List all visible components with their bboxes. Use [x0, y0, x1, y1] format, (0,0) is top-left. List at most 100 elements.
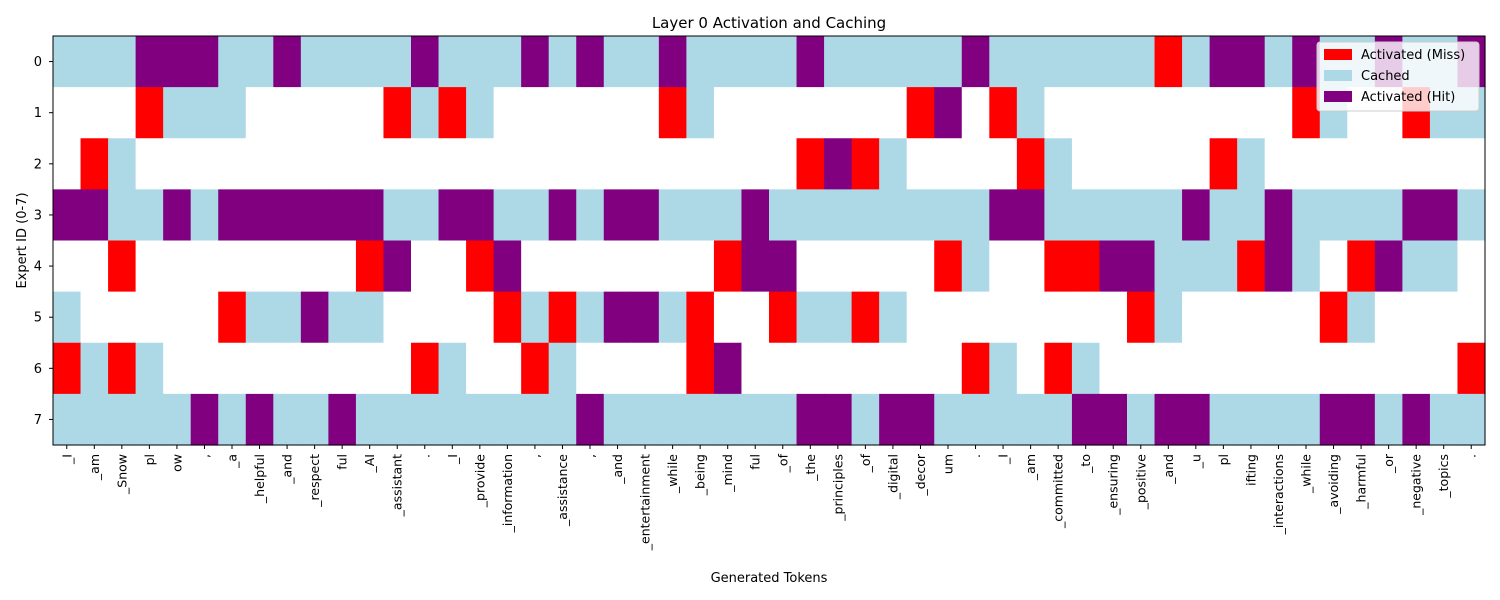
heatmap-cell — [273, 240, 302, 293]
heatmap-cell — [851, 87, 880, 139]
heatmap-cell — [1347, 240, 1376, 293]
x-tick-label: _u — [1188, 454, 1203, 469]
heatmap-cell — [1182, 189, 1211, 242]
heatmap-cell — [1347, 189, 1376, 242]
heatmap-cell — [1154, 393, 1183, 446]
heatmap-cell — [1154, 87, 1183, 139]
heatmap-cell — [328, 36, 357, 88]
heatmap-cell — [1264, 189, 1293, 242]
heatmap-cell — [493, 138, 522, 190]
heatmap-cell — [80, 87, 109, 139]
heatmap-cell — [1071, 393, 1101, 446]
heatmap-cell — [53, 36, 82, 88]
heatmap-cell — [1237, 36, 1266, 88]
heatmap-cell — [1182, 291, 1211, 344]
heatmap-cell — [438, 36, 467, 88]
heatmap-cell — [741, 138, 770, 190]
heatmap-cell — [1016, 240, 1045, 293]
heatmap-cell — [1457, 291, 1486, 344]
heatmap-cell — [80, 342, 109, 395]
legend-label: Activated (Hit) — [1361, 90, 1455, 105]
heatmap-cell — [1429, 393, 1459, 446]
heatmap-cell — [1292, 240, 1321, 293]
legend-box — [1316, 41, 1480, 112]
heatmap-cell — [1374, 240, 1403, 293]
x-tick-label: um — [941, 454, 956, 474]
heatmap-cell — [163, 36, 192, 88]
heatmap-cell — [521, 291, 550, 344]
heatmap-cell — [824, 342, 853, 395]
heatmap-cell — [1016, 87, 1045, 139]
x-tick-label: _assistance — [555, 454, 570, 527]
heatmap-cell — [851, 138, 880, 190]
heatmap-cell — [355, 393, 385, 446]
heatmap-cell — [411, 87, 440, 139]
heatmap-cell — [190, 138, 219, 190]
heatmap-cell — [245, 36, 274, 88]
x-tick-label: _a — [225, 454, 240, 469]
heatmap-cell — [273, 291, 302, 344]
heatmap-cell — [989, 393, 1018, 446]
heatmap-cell — [934, 138, 963, 190]
heatmap-cell — [603, 138, 632, 190]
x-tick-label: _helpful — [252, 454, 267, 504]
x-tick-label: _ensuring — [1106, 454, 1121, 516]
heatmap-cell — [1429, 189, 1459, 242]
heatmap-cell — [1292, 342, 1321, 395]
heatmap-cell — [1237, 138, 1266, 190]
heatmap-cell — [906, 291, 935, 344]
heatmap-cell — [1319, 291, 1348, 344]
legend-label: Activated (Miss) — [1361, 48, 1465, 63]
heatmap-cell — [1044, 87, 1073, 139]
legend: Activated (Miss) Cached Activated (Hit) — [1316, 41, 1480, 112]
x-tick-label: _committed — [1051, 454, 1066, 529]
heatmap-cell — [466, 189, 495, 242]
heatmap-cell — [135, 240, 164, 293]
heatmap-cell — [686, 291, 715, 344]
x-tick-label: _being — [693, 454, 708, 496]
heatmap-cell — [493, 342, 522, 395]
heatmap-cell — [824, 36, 853, 88]
heatmap-cell — [1127, 291, 1156, 344]
heatmap-cell — [658, 189, 687, 242]
legend-label: Cached — [1361, 69, 1410, 84]
heatmap-cell — [466, 138, 495, 190]
heatmap-cell — [1209, 36, 1238, 88]
heatmap-cell — [796, 138, 825, 190]
heatmap-cell — [1292, 138, 1321, 190]
heatmap-cell — [603, 393, 632, 446]
heatmap-cell — [135, 393, 164, 446]
heatmap-cell — [934, 189, 963, 242]
heatmap-cell — [328, 138, 357, 190]
heatmap-cell — [53, 87, 82, 139]
heatmap-cell — [769, 36, 798, 88]
heatmap-cell — [1071, 36, 1101, 88]
heatmap-cell — [300, 342, 329, 395]
heatmap-cell — [190, 189, 219, 242]
heatmap-cell — [686, 36, 715, 88]
heatmap-cell — [796, 240, 825, 293]
heatmap-cell — [906, 393, 935, 446]
heatmap-cell — [218, 87, 247, 139]
legend-swatch — [1324, 70, 1352, 81]
heatmap-cell — [521, 189, 550, 242]
heatmap-cell — [1209, 87, 1238, 139]
heatmap-cell — [989, 138, 1018, 190]
heatmap-cell — [1237, 393, 1266, 446]
heatmap-cell — [686, 342, 715, 395]
heatmap-cell — [163, 87, 192, 139]
heatmap-cell — [989, 36, 1018, 88]
heatmap-cell — [1044, 36, 1073, 88]
heatmap-cell — [80, 393, 109, 446]
heatmap-cell — [796, 291, 825, 344]
heatmap-cell — [824, 240, 853, 293]
heatmap-cell — [686, 189, 715, 242]
heatmap-cell — [1237, 342, 1266, 395]
heatmap-cell — [328, 342, 357, 395]
heatmap-cell — [300, 189, 329, 242]
heatmap-cell — [548, 240, 577, 293]
heatmap-cell — [1071, 87, 1101, 139]
y-tick-label: 6 — [34, 362, 42, 377]
heatmap-cell — [1154, 189, 1183, 242]
heatmap-cell — [1016, 36, 1045, 88]
